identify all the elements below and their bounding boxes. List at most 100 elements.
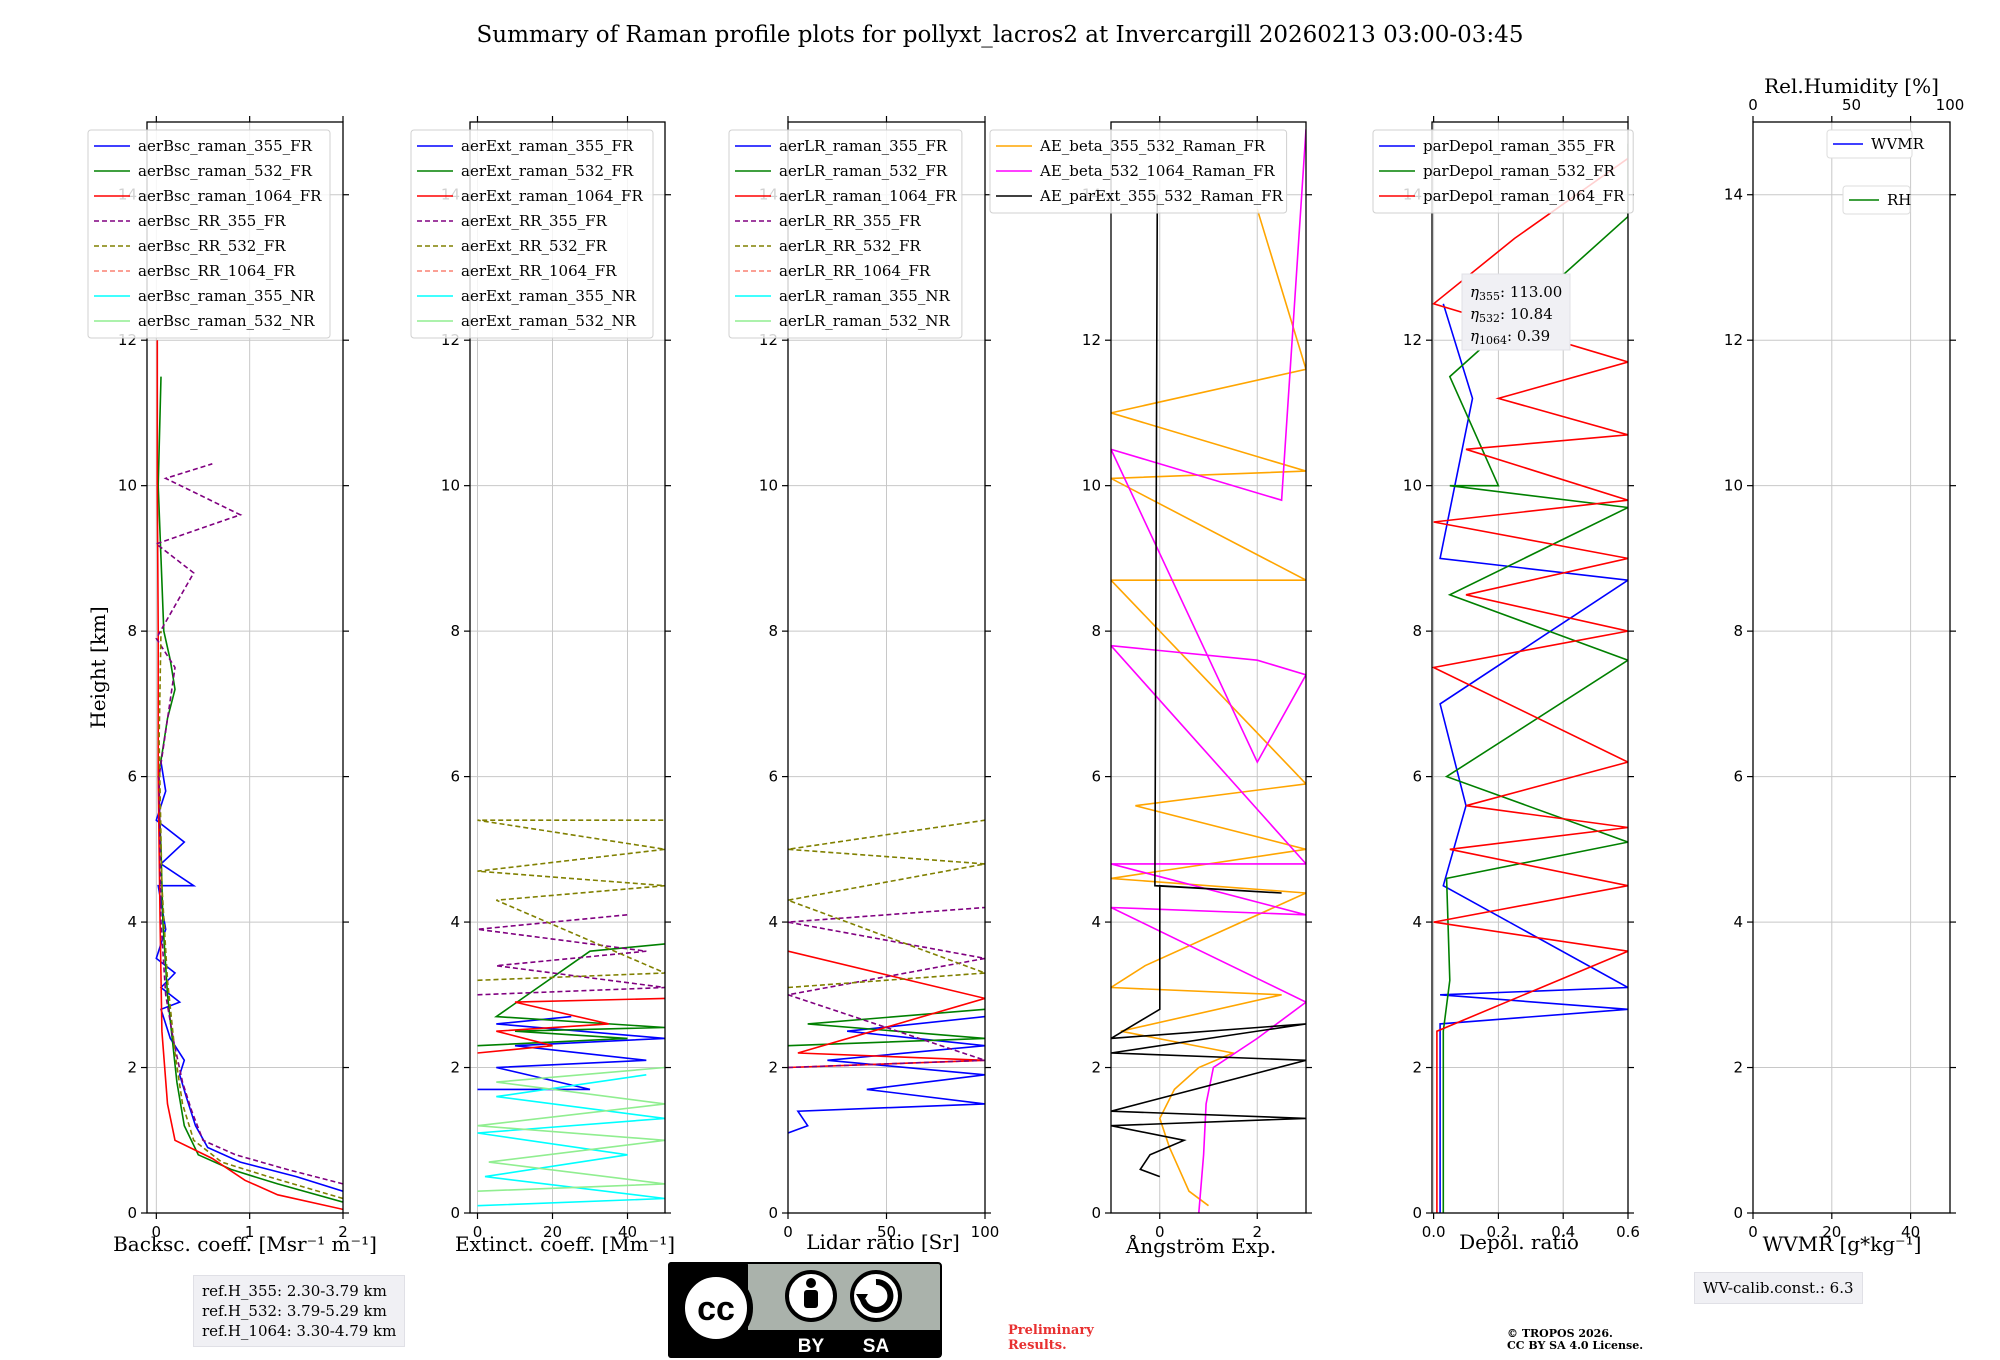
y-tick-label: 12 xyxy=(1724,331,1743,349)
y-tick-label: 2 xyxy=(450,1059,460,1077)
legend-label: aerBsc_RR_355_FR xyxy=(138,212,286,230)
axes-frame xyxy=(1752,121,1951,1214)
series-group xyxy=(1111,129,1306,1213)
series-line-AE_beta_532_1064_Raman_FR xyxy=(1111,129,1306,1213)
x-tick-label: 0.0 xyxy=(1422,1223,1446,1241)
legend-label: parDepol_raman_355_FR xyxy=(1423,137,1616,155)
preliminary-note: Preliminary Results. xyxy=(1008,1323,1094,1353)
y-tick-label: 2 xyxy=(1091,1059,1101,1077)
axes-frame xyxy=(1431,121,1629,1214)
y-tick-label: 6 xyxy=(1412,768,1422,786)
axes-frame xyxy=(146,121,344,1214)
x-tick-label: 1 xyxy=(245,1223,255,1241)
xlabel-depol: Depol. ratio xyxy=(1459,1230,1579,1254)
legend-label: RH xyxy=(1887,191,1911,209)
xlabel-ext: Extinct. coeff. [Mm⁻¹] xyxy=(454,1232,676,1256)
copyright-note: © TROPOS 2026. CC BY SA 4.0 License. xyxy=(1507,1328,1643,1352)
y-tick-label: 0 xyxy=(1091,1204,1101,1222)
legend-box xyxy=(728,129,963,339)
y-tick-label: 6 xyxy=(1733,768,1743,786)
y-tick-label: 6 xyxy=(1091,768,1101,786)
y-tick-label: 2 xyxy=(1412,1059,1422,1077)
legend-box xyxy=(87,129,331,339)
x-tick-label: 40 xyxy=(1901,1223,1920,1241)
copyright-line-2: CC BY SA 4.0 License. xyxy=(1507,1339,1644,1352)
x-tick-label: 2 xyxy=(1252,1223,1262,1241)
cc-license-badge: cc BY SA xyxy=(668,1262,942,1358)
series-line-parDepol_raman_1064_FR xyxy=(1432,157,1628,1213)
y-tick-label: 4 xyxy=(1091,913,1101,931)
legend-label: aerLR_raman_532_NR xyxy=(779,312,950,330)
top-tick-label: 0 xyxy=(1748,96,1758,114)
panel-ae: 0202468101214AE_beta_355_532_Raman_FRAE_… xyxy=(989,116,1312,1241)
ref-heights-box: ref.H_355: 2.30-3.79 km ref.H_532: 3.79-… xyxy=(193,1275,406,1347)
eta-annotation-532: η532: 10.84 xyxy=(1470,305,1553,325)
y-tick-label: 8 xyxy=(1412,622,1422,640)
legend-label: aerExt_RR_532_FR xyxy=(461,237,608,255)
legend-label: aerLR_RR_532_FR xyxy=(779,237,921,255)
panel-lr: 05010002468101214aerLR_raman_355_FRaerLR… xyxy=(728,116,1000,1241)
series-line-aerBsc_raman_532_FR xyxy=(157,376,343,1203)
top-tick-label: 50 xyxy=(1842,96,1861,114)
series-line-aerBsc_raman_1064_FR xyxy=(156,340,343,1211)
legend-label: aerBsc_RR_1064_FR xyxy=(138,262,296,280)
eta-annotation-box xyxy=(1461,273,1571,351)
y-tick-label: 4 xyxy=(1733,913,1743,931)
by-person-icon xyxy=(785,1270,837,1322)
x-tick-label: 20 xyxy=(1822,1223,1841,1241)
x-tick-label: 0 xyxy=(152,1223,162,1241)
series-line-aerBsc_RR_355_FR xyxy=(154,463,343,1185)
ref-height-532: ref.H_532: 3.79-5.29 km xyxy=(202,1302,387,1320)
x-tick-label: 0.4 xyxy=(1551,1223,1575,1241)
axes-frame xyxy=(1110,121,1307,1214)
y-tick-label: 2 xyxy=(127,1059,137,1077)
sa-share-icon xyxy=(850,1270,902,1322)
series-line-aerExt_raman_532_FR xyxy=(477,943,665,1047)
panel-ext: 0204002468101214aerExt_raman_355_FRaerEx… xyxy=(410,116,671,1241)
x-tick-label: 0 xyxy=(1155,1223,1165,1241)
wv-calib-box: WV-calib.const.: 6.3 xyxy=(1694,1272,1863,1304)
series-line-aerBsc_RR_532_FR xyxy=(158,631,343,1200)
legend-label: aerExt_raman_355_NR xyxy=(461,287,637,305)
y-tick-label: 8 xyxy=(127,622,137,640)
series-line-aerExt_raman_1064_FR xyxy=(477,997,665,1054)
y-tick-label: 4 xyxy=(450,913,460,931)
y-tick-label: 6 xyxy=(768,768,778,786)
xlabel-lr: Lidar ratio [Sr] xyxy=(806,1230,960,1254)
legend-box xyxy=(989,129,1288,214)
y-tick-label: 10 xyxy=(759,477,778,495)
copyright-line-1: © TROPOS 2026. xyxy=(1507,1327,1613,1340)
y-tick-label: 10 xyxy=(1082,477,1101,495)
y-tick-label: 10 xyxy=(441,477,460,495)
y-tick-label: 10 xyxy=(1724,477,1743,495)
panel-bsc: 01202468101214Height [km]aerBsc_raman_35… xyxy=(86,116,349,1241)
xlabel-ae: Ångström Exp. xyxy=(1125,1234,1277,1258)
legend-label: aerLR_raman_355_FR xyxy=(779,137,948,155)
y-tick-label: 8 xyxy=(1091,622,1101,640)
legend-box xyxy=(1826,129,1913,159)
eta-annotation-1064: η1064: 0.39 xyxy=(1470,327,1550,347)
y-tick-label: 4 xyxy=(127,913,137,931)
legend-label: aerExt_raman_532_NR xyxy=(461,312,637,330)
y-tick-label: 4 xyxy=(768,913,778,931)
legend-label: aerBsc_raman_355_NR xyxy=(138,287,315,305)
preliminary-line-2: Results. xyxy=(1008,1338,1067,1353)
y-tick-label: 0 xyxy=(1733,1204,1743,1222)
y-tick-label: 14 xyxy=(1724,186,1743,204)
xlabel-wv: WVMR [g*kg⁻¹] xyxy=(1762,1232,1922,1256)
legend-label: aerLR_RR_355_FR xyxy=(779,212,921,230)
x-tick-label: 20 xyxy=(543,1223,562,1241)
legend-label: aerBsc_raman_532_NR xyxy=(138,312,315,330)
legend-label: parDepol_raman_532_FR xyxy=(1423,162,1616,180)
legend-label: aerExt_raman_532_FR xyxy=(461,162,634,180)
x-tick-label: 0 xyxy=(783,1223,793,1241)
legend-label: aerLR_raman_1064_FR xyxy=(779,187,957,205)
y-tick-label: 8 xyxy=(450,622,460,640)
x-tick-label: 100 xyxy=(971,1223,1000,1241)
legend-label: aerExt_RR_355_FR xyxy=(461,212,608,230)
y-tick-label: 6 xyxy=(127,768,137,786)
series-line-parDepol_raman_355_FR xyxy=(1439,303,1628,1213)
series-group xyxy=(1432,143,1628,1213)
